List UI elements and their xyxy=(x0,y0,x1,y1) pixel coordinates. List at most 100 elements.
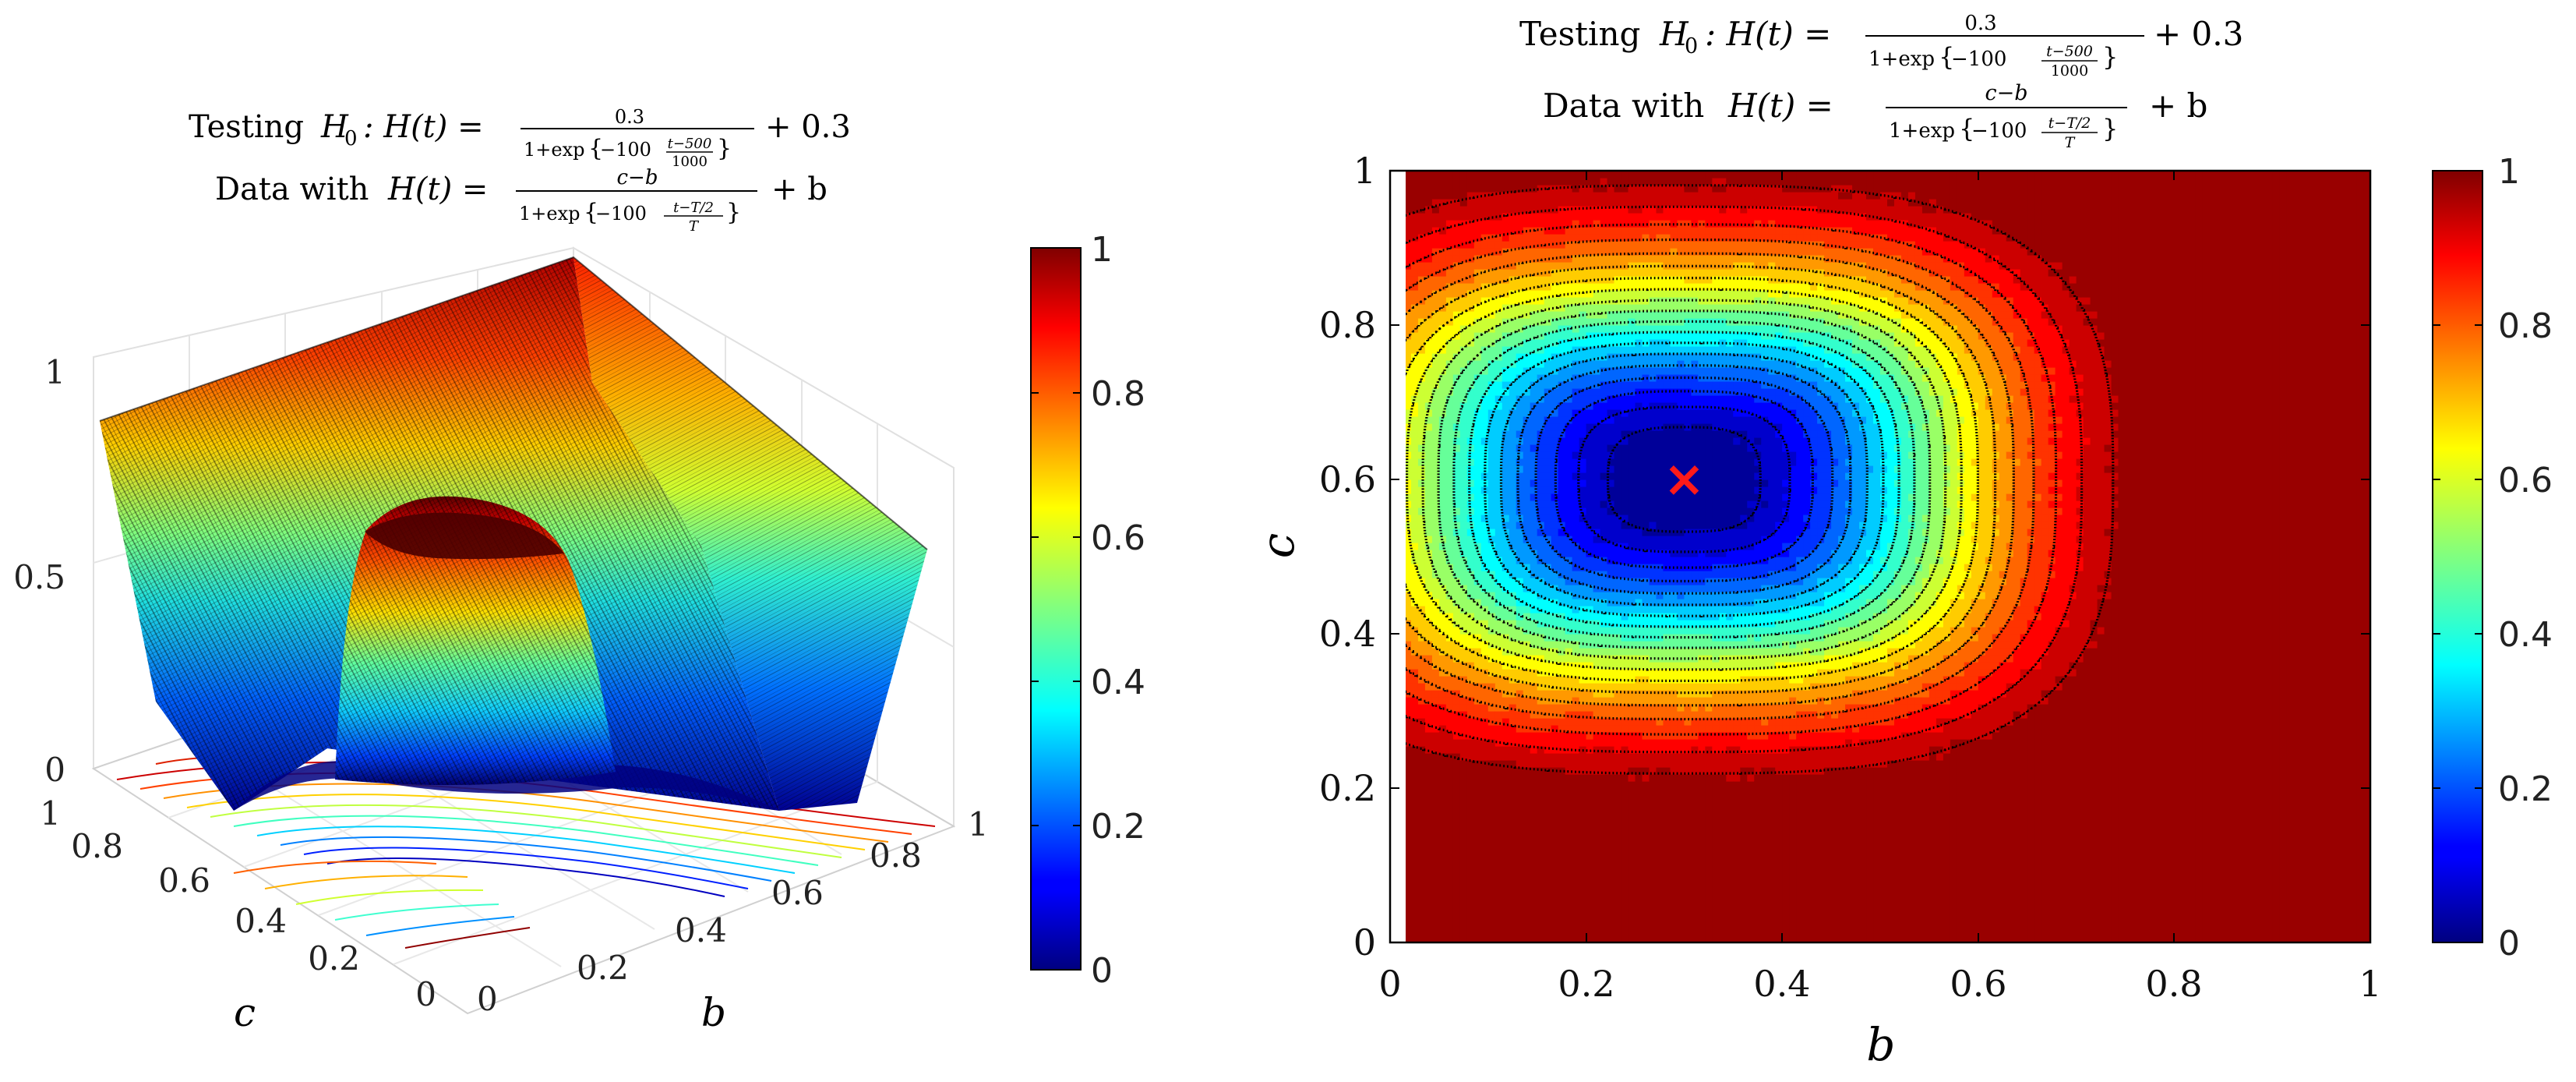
contour-band-cell xyxy=(1452,704,1461,712)
contour-band-cell xyxy=(1530,697,1538,705)
contour-band-cell xyxy=(1494,241,1503,249)
contour-band-cell xyxy=(1431,325,1440,333)
contour-band-cell xyxy=(1684,809,1692,817)
contour-band-cell xyxy=(1558,332,1566,340)
contour-band-cell xyxy=(1516,500,1524,508)
contour-band-cell xyxy=(1452,585,1461,592)
contour-band-cell xyxy=(1593,816,1601,824)
contour-band-cell xyxy=(1516,458,1524,466)
contour-band-cell xyxy=(1523,465,1531,473)
contour-band-cell xyxy=(1551,409,1559,417)
contour-band-cell xyxy=(1593,655,1601,663)
contour-band-cell xyxy=(1431,627,1440,635)
contour-band-cell xyxy=(1614,430,1622,438)
contour-band-cell xyxy=(1452,311,1461,319)
contour-band-cell xyxy=(1537,788,1545,796)
contour-band-cell xyxy=(1670,788,1678,796)
contour-band-cell xyxy=(1698,753,1706,761)
contour-band-cell xyxy=(1551,465,1559,473)
contour-band-cell xyxy=(1544,795,1552,803)
contour-band-cell xyxy=(1551,451,1559,459)
contour-band-cell xyxy=(1501,753,1510,761)
contour-band-cell xyxy=(1698,543,1706,550)
contour-band-cell xyxy=(1431,697,1440,705)
contour-band-cell xyxy=(1621,199,1629,207)
contour-band-cell xyxy=(1523,522,1531,529)
contour-band-cell xyxy=(1642,241,1650,249)
contour-band-cell xyxy=(1670,255,1678,263)
contour-band-cell xyxy=(1565,507,1573,515)
contour-band-cell xyxy=(1452,451,1461,459)
contour-band-cell xyxy=(1572,507,1580,515)
contour-band-cell xyxy=(1586,550,1594,557)
contour-band-cell xyxy=(1551,248,1559,256)
contour-band-cell xyxy=(1487,557,1496,564)
contour-band-cell xyxy=(1684,507,1692,515)
contour-band-cell xyxy=(1466,718,1475,726)
contour-band-cell xyxy=(1466,914,1475,922)
contour-band-cell xyxy=(1621,213,1629,221)
contour-band-cell xyxy=(1438,374,1447,382)
contour-band-cell xyxy=(1558,500,1566,508)
contour-band-cell xyxy=(1452,893,1461,901)
contour-band-cell xyxy=(1684,872,1692,880)
contour-band-cell xyxy=(1614,486,1622,494)
contour-band-cell xyxy=(1530,325,1538,333)
contour-band-cell xyxy=(1614,507,1622,515)
contour-band-cell xyxy=(1579,430,1587,438)
contour-band-cell xyxy=(1438,423,1447,431)
contour-band-cell xyxy=(1523,423,1531,431)
contour-band-cell xyxy=(1635,914,1643,922)
contour-band-cell xyxy=(1698,858,1706,866)
contour-band-cell xyxy=(1642,557,1650,564)
contour-band-cell xyxy=(1473,865,1482,873)
contour-band-cell xyxy=(1656,192,1664,200)
contour-band-cell xyxy=(1544,928,1552,936)
contour-band-cell xyxy=(1494,655,1503,663)
contour-band-cell xyxy=(1558,234,1566,242)
contour-band-cell xyxy=(1480,543,1489,550)
contour-band-cell xyxy=(1642,886,1650,894)
contour-band-cell xyxy=(1572,774,1580,782)
contour-band-cell xyxy=(1466,760,1475,768)
contour-band-cell xyxy=(1410,928,1419,936)
contour-band-cell xyxy=(1586,823,1594,831)
contour-band-cell xyxy=(1410,430,1419,438)
contour-band-cell xyxy=(1663,213,1671,221)
contour-band-cell xyxy=(1614,760,1622,768)
contour-band-cell xyxy=(1649,444,1657,452)
contour-band-cell xyxy=(1480,809,1489,817)
contour-band-cell xyxy=(1494,374,1503,382)
contour-band-cell xyxy=(1509,697,1517,705)
contour-band-cell xyxy=(1537,683,1545,691)
contour-band-cell xyxy=(1572,641,1580,649)
contour-band-cell xyxy=(1424,206,1433,214)
contour-band-cell xyxy=(1649,437,1657,445)
contour-band-cell xyxy=(1656,402,1664,410)
contour-band-cell xyxy=(1424,851,1433,859)
contour-band-cell xyxy=(1424,795,1433,803)
contour-band-cell xyxy=(1579,409,1587,417)
contour-band-cell xyxy=(1642,760,1650,768)
contour-band-cell xyxy=(1635,872,1643,880)
contour-band-cell xyxy=(1516,774,1524,782)
contour-band-cell xyxy=(1509,550,1517,557)
contour-band-cell xyxy=(1438,283,1447,291)
contour-band-cell xyxy=(1487,255,1496,263)
contour-band-cell xyxy=(1452,514,1461,522)
contour-band-cell xyxy=(1649,451,1657,459)
contour-band-cell xyxy=(1438,297,1447,305)
contour-band-cell xyxy=(1684,585,1692,592)
contour-band-cell xyxy=(1621,507,1629,515)
contour-band-cell xyxy=(1530,760,1538,768)
contour-band-cell xyxy=(1684,697,1692,705)
contour-band-cell xyxy=(1670,557,1678,564)
contour-band-cell xyxy=(1438,486,1447,494)
contour-band-cell xyxy=(1663,697,1671,705)
contour-band-cell xyxy=(1530,458,1538,466)
contour-band-cell xyxy=(1551,220,1559,228)
contour-band-cell xyxy=(1452,206,1461,214)
contour-band-cell xyxy=(1621,921,1629,929)
contour-band-cell xyxy=(1424,606,1433,613)
contour-band-cell xyxy=(1406,641,1412,649)
